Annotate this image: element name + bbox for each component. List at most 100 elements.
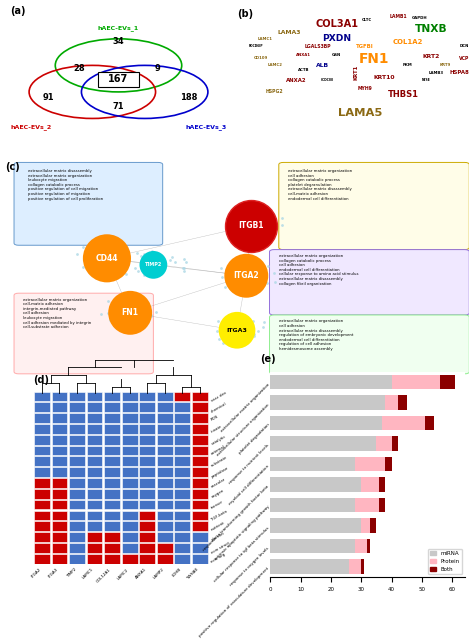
- Text: YWHAE: YWHAE: [186, 567, 200, 581]
- Bar: [174, 543, 190, 553]
- Bar: [174, 489, 190, 499]
- Point: [94, 242, 102, 252]
- Text: extracellular structure organization: extracellular structure organization: [216, 403, 270, 456]
- Point: [219, 338, 227, 348]
- Bar: [174, 510, 190, 520]
- Point: [105, 308, 112, 318]
- Point: [97, 310, 105, 320]
- Bar: [34, 489, 50, 499]
- Bar: [192, 456, 208, 466]
- Bar: [122, 445, 137, 455]
- Point: [138, 322, 146, 333]
- Bar: [192, 478, 208, 488]
- Bar: [69, 532, 85, 542]
- Text: CLTC: CLTC: [362, 18, 373, 22]
- Text: KRT9: KRT9: [440, 63, 451, 67]
- Bar: [34, 456, 50, 466]
- Bar: [52, 510, 67, 520]
- Point: [147, 312, 155, 322]
- Bar: [192, 554, 208, 563]
- Bar: [174, 532, 190, 542]
- Bar: [270, 519, 361, 533]
- Point: [231, 214, 238, 224]
- Bar: [385, 395, 398, 410]
- Text: ITGA2: ITGA2: [30, 567, 42, 579]
- Bar: [270, 498, 355, 512]
- Point: [97, 243, 105, 253]
- Bar: [270, 457, 355, 471]
- Text: ecm struct: ecm struct: [210, 541, 230, 555]
- Bar: [52, 489, 67, 499]
- Bar: [139, 456, 155, 466]
- Bar: [87, 445, 102, 455]
- Bar: [122, 403, 137, 412]
- Point: [219, 272, 226, 283]
- Point: [168, 251, 175, 262]
- Bar: [157, 424, 173, 434]
- Bar: [104, 467, 120, 477]
- Text: vasc dev: vasc dev: [210, 390, 227, 403]
- Bar: [192, 445, 208, 455]
- Point: [171, 257, 179, 267]
- Bar: [192, 467, 208, 477]
- Text: (c): (c): [5, 162, 19, 172]
- Bar: [69, 543, 85, 553]
- Bar: [104, 521, 120, 531]
- Bar: [192, 532, 208, 542]
- Bar: [383, 416, 425, 430]
- Bar: [192, 500, 208, 510]
- Text: extracellular matrix organization
cell adhesion
extracellular matrix disassembly: extracellular matrix organization cell a…: [279, 319, 353, 351]
- Point: [107, 315, 114, 326]
- Bar: [52, 392, 67, 401]
- Text: COL3A1: COL3A1: [315, 19, 358, 29]
- Bar: [139, 467, 155, 477]
- Bar: [139, 554, 155, 563]
- Point: [100, 266, 108, 276]
- Point: [119, 300, 127, 310]
- Text: ROS: ROS: [210, 414, 219, 422]
- Bar: [392, 375, 440, 389]
- Bar: [376, 437, 392, 451]
- Text: ITGA3: ITGA3: [227, 328, 247, 333]
- Text: positive regulation of vasculature development: positive regulation of vasculature devel…: [199, 567, 270, 638]
- Point: [238, 213, 246, 224]
- Bar: [69, 554, 85, 563]
- Bar: [367, 539, 370, 553]
- Text: vascular: vascular: [210, 477, 227, 489]
- Bar: [139, 478, 155, 488]
- Point: [239, 234, 247, 244]
- Point: [249, 316, 256, 326]
- Text: ANXA1: ANXA1: [134, 567, 147, 580]
- Point: [279, 220, 286, 230]
- Point: [246, 283, 254, 293]
- Text: HSPG2: HSPG2: [266, 89, 284, 94]
- Text: (e): (e): [260, 354, 276, 363]
- Bar: [87, 413, 102, 423]
- Bar: [34, 510, 50, 520]
- Bar: [104, 445, 120, 455]
- Point: [181, 253, 188, 263]
- Bar: [157, 445, 173, 455]
- Point: [80, 262, 87, 272]
- Point: [104, 296, 111, 306]
- Text: cellular response to tgf beta stimulus: cellular response to tgf beta stimulus: [213, 526, 270, 583]
- Bar: [361, 560, 364, 574]
- Bar: [174, 521, 190, 531]
- Text: DCN: DCN: [460, 44, 469, 48]
- Bar: [52, 445, 67, 455]
- Bar: [69, 413, 85, 423]
- Text: oxygen: oxygen: [210, 488, 225, 499]
- Bar: [157, 467, 173, 477]
- Bar: [104, 478, 120, 488]
- Text: NTSE: NTSE: [422, 78, 431, 82]
- Bar: [192, 424, 208, 434]
- Point: [265, 230, 273, 240]
- Bar: [139, 500, 155, 510]
- Text: ANXA2: ANXA2: [286, 78, 307, 83]
- Bar: [34, 521, 50, 531]
- Bar: [52, 543, 67, 553]
- Text: response to oxygen levels: response to oxygen levels: [229, 546, 270, 587]
- Text: 9: 9: [155, 64, 161, 73]
- Point: [214, 315, 222, 326]
- Bar: [157, 554, 173, 563]
